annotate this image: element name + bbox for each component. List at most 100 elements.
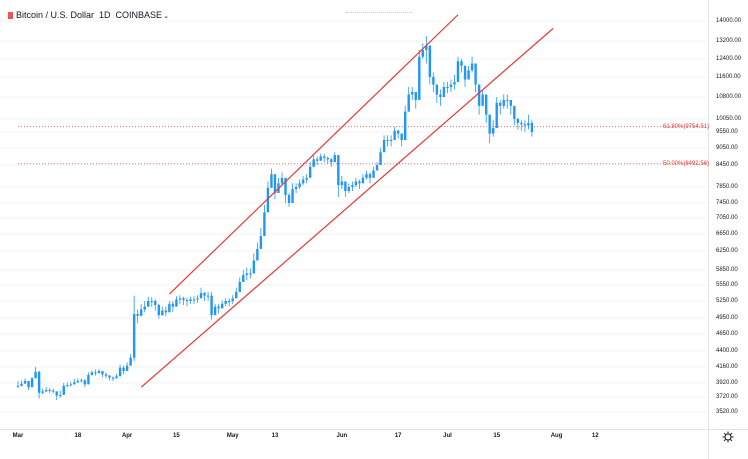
candle[interactable]	[228, 298, 231, 307]
candle[interactable]	[210, 291, 213, 320]
candle[interactable]	[273, 174, 277, 199]
candle[interactable]	[111, 376, 115, 381]
candle[interactable]	[213, 303, 217, 316]
candle[interactable]	[97, 369, 101, 374]
candle[interactable]	[69, 381, 72, 387]
candle[interactable]	[393, 126, 396, 140]
candle[interactable]	[291, 183, 294, 203]
candle[interactable]	[382, 135, 386, 153]
candle[interactable]	[185, 297, 189, 307]
candle[interactable]	[192, 296, 196, 304]
candle[interactable]	[235, 287, 238, 299]
candle[interactable]	[196, 295, 199, 303]
candle[interactable]	[421, 43, 424, 59]
candle[interactable]	[266, 181, 270, 213]
candle[interactable]	[354, 177, 358, 187]
candle[interactable]	[428, 45, 432, 85]
candle[interactable]	[506, 94, 509, 109]
candle[interactable]	[460, 59, 463, 73]
candle[interactable]	[256, 242, 259, 261]
candle[interactable]	[418, 50, 421, 100]
candle[interactable]	[27, 381, 30, 390]
candle[interactable]	[298, 179, 301, 189]
candle[interactable]	[287, 193, 291, 207]
candle[interactable]	[238, 277, 241, 292]
candle[interactable]	[449, 79, 453, 93]
interval-label[interactable]: 1D	[99, 10, 111, 20]
candle[interactable]	[516, 117, 520, 130]
candle[interactable]	[104, 372, 108, 379]
candle[interactable]	[20, 380, 23, 387]
candle[interactable]	[463, 65, 467, 87]
candle[interactable]	[389, 135, 393, 147]
candle[interactable]	[231, 295, 234, 304]
candle[interactable]	[168, 301, 171, 313]
candle[interactable]	[474, 63, 477, 93]
candle[interactable]	[527, 114, 530, 130]
candle[interactable]	[55, 391, 58, 400]
candle[interactable]	[312, 155, 315, 167]
candle[interactable]	[347, 183, 351, 193]
candle[interactable]	[481, 89, 484, 106]
candle[interactable]	[344, 181, 347, 198]
candle[interactable]	[132, 295, 136, 361]
candle[interactable]	[467, 65, 470, 80]
candle[interactable]	[154, 299, 157, 311]
candle[interactable]	[453, 74, 456, 90]
candle[interactable]	[122, 365, 125, 375]
candle[interactable]	[263, 204, 266, 237]
candle[interactable]	[351, 181, 354, 192]
trendline-channel-lower[interactable]	[140, 28, 554, 388]
candle[interactable]	[305, 174, 308, 184]
candle[interactable]	[425, 36, 428, 64]
symbol-name[interactable]: Bitcoin / U.S. Dollar	[16, 10, 95, 20]
candle[interactable]	[125, 362, 129, 371]
candle[interactable]	[520, 120, 523, 131]
candle[interactable]	[495, 97, 498, 129]
candle[interactable]	[442, 82, 446, 97]
candle[interactable]	[375, 162, 379, 171]
candle[interactable]	[319, 153, 322, 161]
candle[interactable]	[136, 309, 139, 324]
candle[interactable]	[323, 153, 326, 163]
candle[interactable]	[83, 379, 87, 388]
chevron-down-icon[interactable]: ⌄	[163, 13, 169, 20]
candle[interactable]	[59, 390, 62, 398]
candle[interactable]	[108, 375, 111, 381]
candle[interactable]	[414, 92, 417, 109]
candle[interactable]	[259, 228, 263, 249]
candle[interactable]	[16, 381, 20, 388]
candle[interactable]	[118, 364, 122, 377]
candle[interactable]	[62, 383, 65, 395]
candle[interactable]	[164, 306, 168, 317]
candle[interactable]	[34, 367, 37, 379]
candle[interactable]	[206, 291, 210, 301]
candle[interactable]	[41, 388, 44, 395]
candle[interactable]	[199, 287, 203, 299]
candle[interactable]	[316, 156, 319, 166]
candle[interactable]	[446, 82, 449, 94]
candle[interactable]	[404, 105, 407, 140]
candle[interactable]	[270, 168, 273, 188]
candle[interactable]	[44, 387, 48, 393]
candle[interactable]	[37, 371, 41, 399]
candle[interactable]	[488, 114, 491, 144]
candle[interactable]	[308, 162, 312, 178]
candle[interactable]	[301, 176, 305, 186]
candle[interactable]	[252, 253, 256, 274]
candle[interactable]	[333, 152, 336, 163]
candle[interactable]	[368, 172, 372, 184]
candle[interactable]	[101, 371, 104, 377]
candle[interactable]	[220, 300, 224, 309]
candle[interactable]	[365, 170, 368, 180]
candle[interactable]	[523, 120, 527, 132]
candle[interactable]	[470, 56, 474, 73]
candle[interactable]	[484, 94, 488, 123]
candle[interactable]	[492, 120, 495, 137]
candle[interactable]	[386, 135, 389, 147]
candle[interactable]	[502, 94, 505, 109]
chart-area[interactable]	[0, 0, 708, 430]
candle[interactable]	[157, 303, 160, 319]
candle[interactable]	[182, 296, 185, 305]
candle[interactable]	[171, 301, 175, 312]
